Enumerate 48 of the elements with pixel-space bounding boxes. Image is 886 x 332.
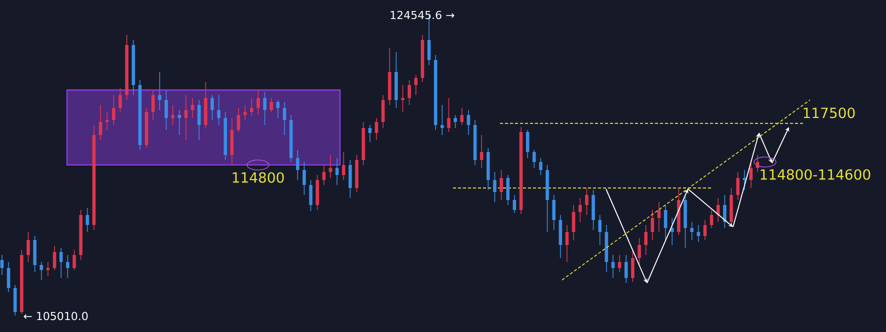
candlestick xyxy=(66,254,70,278)
candlestick xyxy=(454,114,457,128)
candlestick xyxy=(631,250,634,282)
candlestick xyxy=(210,94,214,120)
candlestick xyxy=(408,80,411,106)
candlestick xyxy=(309,180,312,212)
candlestick xyxy=(592,190,595,230)
candlestick xyxy=(204,82,208,128)
candlestick xyxy=(217,94,220,126)
candlestick xyxy=(447,98,450,132)
candlestick xyxy=(263,92,266,126)
candlestick xyxy=(546,164,549,232)
candlestick xyxy=(125,34,128,100)
candlestick xyxy=(348,160,352,198)
candlestick xyxy=(532,150,536,168)
candlestick xyxy=(585,188,588,216)
candlestick xyxy=(440,104,444,136)
candlestick xyxy=(500,170,503,200)
candlestick xyxy=(401,84,404,112)
candlestick xyxy=(72,250,76,270)
annotation: 114800 xyxy=(232,172,284,183)
candlestick xyxy=(638,238,641,266)
candlestick xyxy=(112,94,116,126)
candlestick xyxy=(158,72,162,110)
ref-line-label: 117500 xyxy=(804,108,855,118)
candlestick xyxy=(33,236,36,272)
candlestick xyxy=(362,122,365,166)
candlestick xyxy=(118,88,122,112)
candlestick xyxy=(26,232,30,262)
candlestick xyxy=(20,250,24,314)
candlestick xyxy=(256,90,260,116)
candlestick xyxy=(316,174,319,210)
candlestick xyxy=(684,194,687,248)
annotation: ← 105010.0 xyxy=(24,312,88,320)
candlestick xyxy=(539,158,542,176)
candlestick xyxy=(79,210,82,260)
annotation: 124545.6 → xyxy=(390,10,454,20)
candlestick xyxy=(171,104,174,126)
candlestick xyxy=(624,254,628,284)
candlestick xyxy=(486,148,490,190)
candlestick xyxy=(736,172,740,200)
candlestick xyxy=(164,90,168,130)
candlestick xyxy=(578,198,582,222)
candlestick xyxy=(302,162,306,196)
candlestick xyxy=(394,52,398,108)
annotation: 114800-114600 xyxy=(760,169,870,180)
candlestick xyxy=(493,172,496,202)
candlestick xyxy=(355,154,358,192)
